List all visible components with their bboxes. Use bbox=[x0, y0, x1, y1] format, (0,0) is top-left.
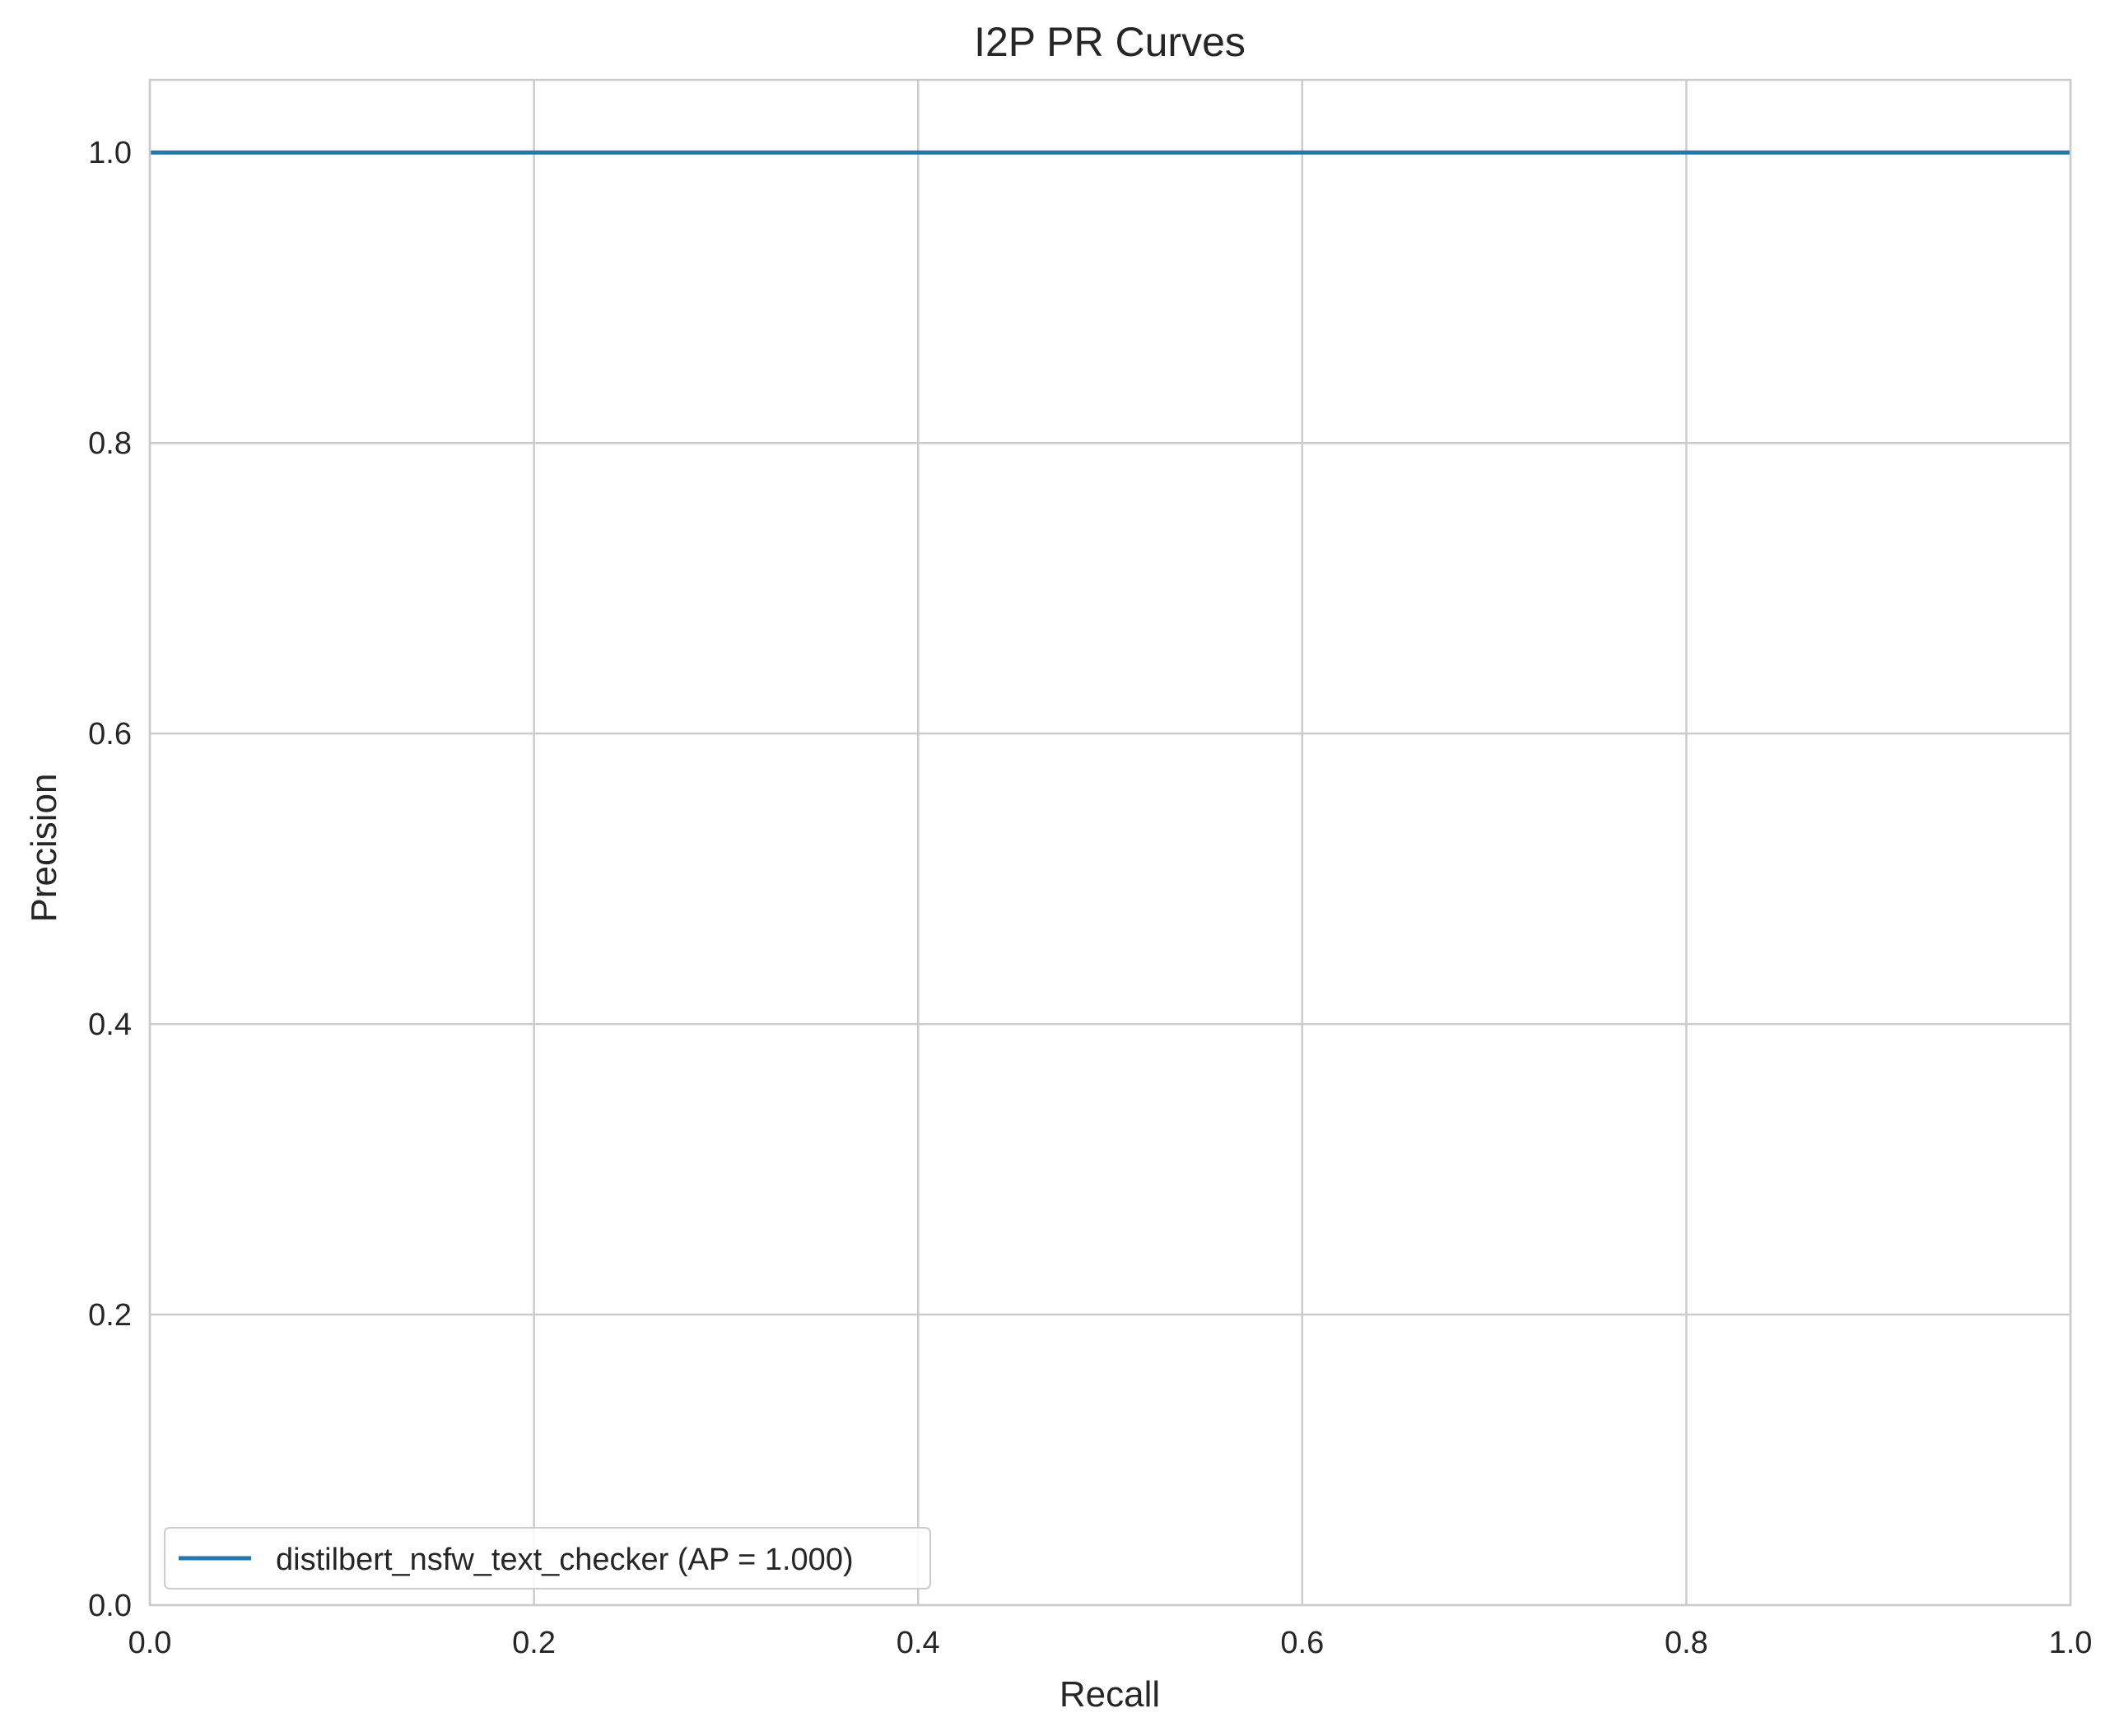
x-axis-label: Recall bbox=[1060, 1674, 1160, 1715]
x-tick-label: 0.8 bbox=[1665, 1626, 1708, 1660]
x-tick-label: 0.6 bbox=[1280, 1626, 1324, 1660]
y-tick-label: 0.6 bbox=[88, 717, 132, 752]
x-tick-label: 0.2 bbox=[512, 1626, 556, 1660]
y-tick-label: 1.0 bbox=[88, 136, 132, 170]
y-tick-label: 0.2 bbox=[88, 1298, 132, 1333]
legend-box bbox=[164, 1527, 931, 1589]
y-tick-label: 0.4 bbox=[88, 1008, 132, 1042]
x-tick-label: 0.0 bbox=[128, 1626, 172, 1660]
x-tick-labels: 0.0 0.2 0.4 0.6 0.8 1.0 bbox=[128, 1626, 2093, 1660]
plot-frame bbox=[148, 78, 2072, 1607]
y-axis-label: Precision bbox=[24, 774, 64, 923]
chart-title: I2P PR Curves bbox=[974, 19, 1246, 65]
x-tick-label: 0.4 bbox=[897, 1626, 940, 1660]
x-tick-label: 1.0 bbox=[2049, 1626, 2093, 1660]
y-tick-label: 0.8 bbox=[88, 426, 132, 461]
legend-label: distilbert_nsfw_text_checker (AP = 1.000… bbox=[276, 1543, 854, 1577]
y-tick-labels: 0.0 0.2 0.4 0.6 0.8 1.0 bbox=[88, 136, 132, 1623]
y-tick-label: 0.0 bbox=[88, 1589, 132, 1623]
legend: distilbert_nsfw_text_checker (AP = 1.000… bbox=[164, 1527, 931, 1589]
